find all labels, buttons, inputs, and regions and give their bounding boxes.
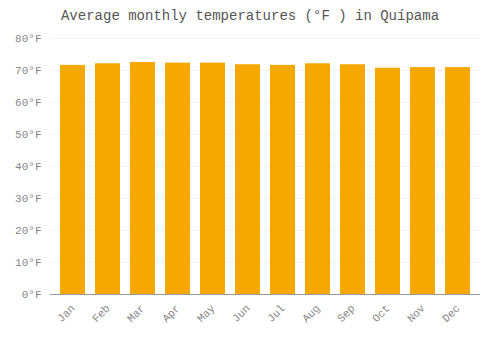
svg-text:30°F: 30°F bbox=[15, 193, 41, 205]
svg-text:20°F: 20°F bbox=[15, 225, 41, 237]
svg-text:Jan: Jan bbox=[55, 302, 77, 324]
svg-text:60°F: 60°F bbox=[15, 97, 41, 109]
svg-text:80°F: 80°F bbox=[15, 33, 41, 45]
svg-text:Nov: Nov bbox=[405, 302, 428, 325]
svg-text:0°F: 0°F bbox=[22, 289, 42, 301]
svg-text:Sep: Sep bbox=[335, 302, 357, 324]
svg-text:10°F: 10°F bbox=[15, 257, 41, 269]
svg-text:Apr: Apr bbox=[160, 302, 182, 324]
svg-text:Dec: Dec bbox=[440, 302, 462, 324]
svg-text:May: May bbox=[195, 302, 218, 325]
html-text:Average monthly temperatures (: Average monthly temperatures (°F ) in Qu… bbox=[61, 8, 439, 24]
svg-text:50°F: 50°F bbox=[15, 129, 41, 141]
svg-text:Aug: Aug bbox=[300, 302, 322, 324]
svg-text:70°F: 70°F bbox=[15, 65, 41, 77]
svg-text:Feb: Feb bbox=[90, 302, 112, 324]
svg-text:Jul: Jul bbox=[265, 302, 287, 324]
svg-text:Mar: Mar bbox=[125, 302, 147, 324]
svg-text:40°F: 40°F bbox=[15, 161, 41, 173]
svg-text:Jun: Jun bbox=[230, 302, 252, 324]
svg-text:Oct: Oct bbox=[370, 302, 392, 324]
